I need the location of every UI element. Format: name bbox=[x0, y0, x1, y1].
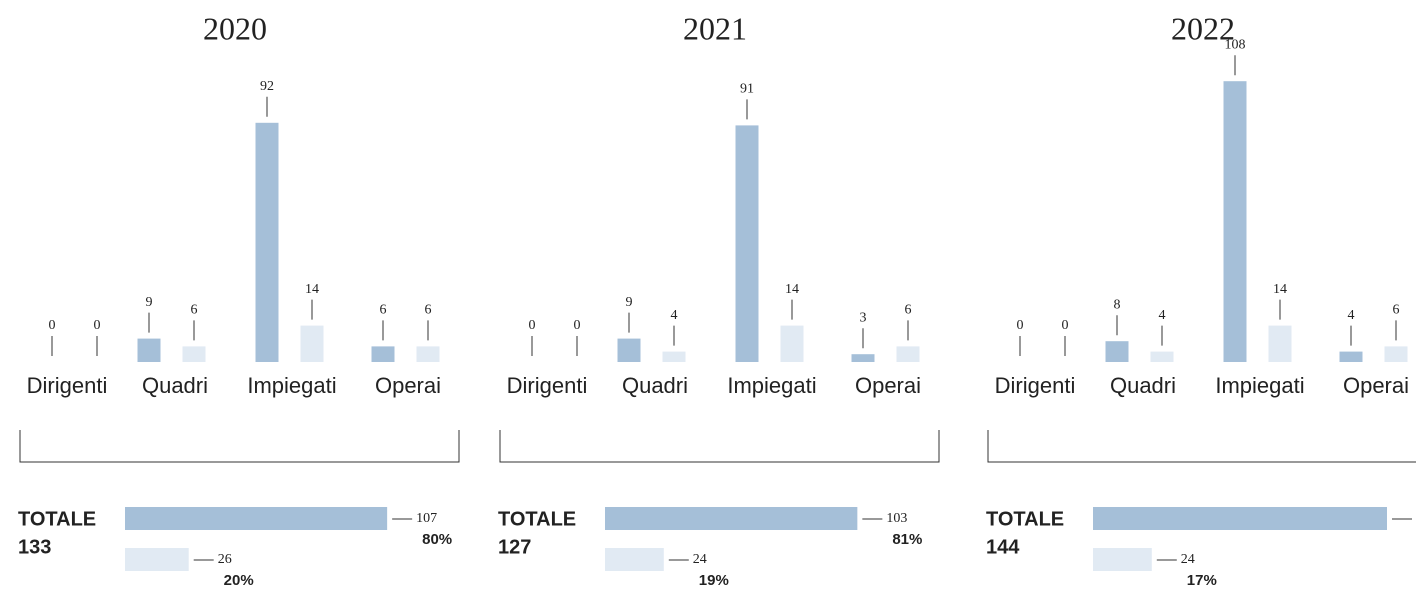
bar bbox=[1339, 351, 1363, 362]
bar bbox=[896, 346, 920, 362]
panel-title: 2022 bbox=[1171, 10, 1235, 46]
category-label: Operai bbox=[855, 373, 921, 398]
value-label: 91 bbox=[740, 82, 754, 97]
total-bar bbox=[125, 548, 189, 571]
value-label: 6 bbox=[905, 303, 912, 318]
value-label: 9 bbox=[146, 295, 153, 310]
bar bbox=[1384, 346, 1408, 362]
value-label: 6 bbox=[425, 303, 432, 318]
bracket bbox=[19, 430, 460, 463]
share-label: 80% bbox=[422, 531, 452, 548]
total-value: 127 bbox=[498, 536, 531, 558]
value-label: 0 bbox=[1062, 318, 1069, 333]
category-label: Impiegati bbox=[247, 373, 336, 398]
total-bar-label: 24 bbox=[1181, 552, 1195, 567]
value-label: 108 bbox=[1225, 37, 1246, 52]
total-value: 133 bbox=[18, 536, 51, 558]
value-label: 0 bbox=[529, 318, 536, 333]
bar bbox=[371, 346, 395, 362]
total-bar-label: 107 bbox=[416, 511, 437, 526]
total-bar bbox=[1093, 548, 1152, 571]
category-label: Impiegati bbox=[727, 373, 816, 398]
total-label: TOTALE bbox=[498, 508, 576, 530]
value-label: 4 bbox=[1159, 308, 1166, 323]
total-label: TOTALE bbox=[18, 508, 96, 530]
value-label: 6 bbox=[191, 303, 198, 318]
category-label: Dirigenti bbox=[27, 373, 108, 398]
total-value: 144 bbox=[986, 536, 1020, 558]
share-label: 17% bbox=[1187, 572, 1217, 589]
bar bbox=[617, 338, 641, 362]
share-label: 19% bbox=[699, 572, 729, 589]
bar bbox=[1268, 325, 1292, 362]
category-label: Quadri bbox=[622, 373, 688, 398]
total-bar-label: 24 bbox=[693, 552, 707, 567]
value-label: 14 bbox=[785, 282, 799, 297]
bar bbox=[1150, 351, 1174, 362]
category-label: Dirigenti bbox=[995, 373, 1076, 398]
value-label: 14 bbox=[1273, 282, 1287, 297]
share-label: 20% bbox=[224, 572, 254, 589]
category-label: Operai bbox=[1343, 373, 1409, 398]
total-label: TOTALE bbox=[986, 508, 1064, 530]
category-label: Impiegati bbox=[1215, 373, 1304, 398]
value-label: 14 bbox=[305, 282, 319, 297]
bar bbox=[416, 346, 440, 362]
total-bar bbox=[1093, 507, 1387, 530]
bar bbox=[182, 346, 206, 362]
value-label: 92 bbox=[260, 79, 274, 94]
value-label: 8 bbox=[1114, 297, 1121, 312]
value-label: 4 bbox=[671, 308, 678, 323]
total-bar-label: 103 bbox=[886, 511, 907, 526]
bracket bbox=[499, 430, 940, 463]
bar bbox=[1223, 81, 1247, 362]
value-label: 9 bbox=[626, 295, 633, 310]
value-label: 0 bbox=[1017, 318, 1024, 333]
bar bbox=[255, 122, 279, 362]
panel-title: 2021 bbox=[683, 10, 747, 46]
value-label: 0 bbox=[49, 318, 56, 333]
value-label: 0 bbox=[574, 318, 581, 333]
bar bbox=[1105, 341, 1129, 362]
total-bar bbox=[125, 507, 388, 530]
bar bbox=[300, 325, 324, 362]
category-label: Quadri bbox=[142, 373, 208, 398]
bar bbox=[851, 354, 875, 362]
value-label: 3 bbox=[860, 310, 867, 325]
bracket bbox=[987, 430, 1416, 463]
value-label: 6 bbox=[1393, 303, 1400, 318]
share-label: 81% bbox=[892, 531, 922, 548]
category-label: Dirigenti bbox=[507, 373, 588, 398]
category-label: Operai bbox=[375, 373, 441, 398]
bar bbox=[780, 325, 804, 362]
bar bbox=[662, 351, 686, 362]
category-label: Quadri bbox=[1110, 373, 1176, 398]
panel-title: 2020 bbox=[203, 10, 267, 46]
total-bar-label: 26 bbox=[218, 552, 232, 567]
bar bbox=[137, 338, 161, 362]
value-label: 0 bbox=[94, 318, 101, 333]
value-label: 6 bbox=[380, 303, 387, 318]
bar bbox=[735, 125, 759, 363]
value-label: 4 bbox=[1348, 308, 1355, 323]
total-bar bbox=[605, 507, 858, 530]
total-bar bbox=[605, 548, 664, 571]
